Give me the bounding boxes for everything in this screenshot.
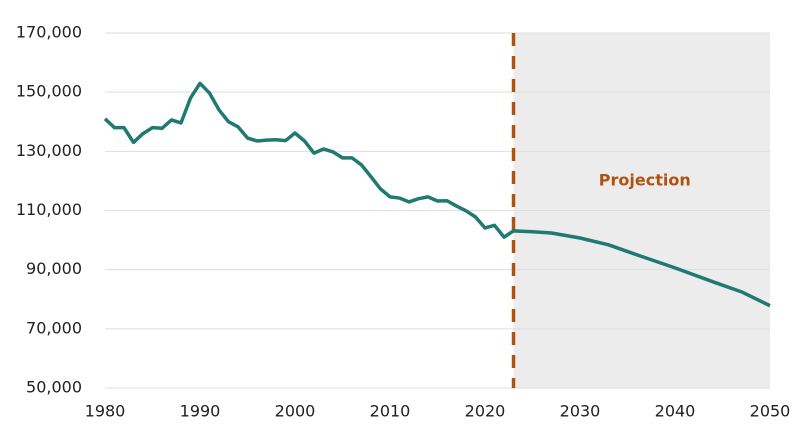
y-tick-label: 110,000	[16, 200, 82, 219]
x-tick-label: 2010	[370, 402, 411, 421]
y-tick-label: 50,000	[26, 378, 82, 397]
x-tick-label: 2050	[750, 402, 791, 421]
x-tick-label: 2000	[275, 402, 316, 421]
x-tick-label: 1990	[180, 402, 221, 421]
x-tick-label: 2040	[655, 402, 696, 421]
projection-label: Projection	[599, 171, 691, 190]
y-tick-label: 170,000	[16, 23, 82, 42]
data-line	[103, 81, 771, 308]
x-tick-label: 1980	[85, 402, 126, 421]
x-tick-label: 2030	[560, 402, 601, 421]
y-tick-label: 90,000	[26, 259, 82, 278]
y-tick-label: 150,000	[16, 82, 82, 101]
y-tick-label: 130,000	[16, 141, 82, 160]
x-tick-label: 2020	[465, 402, 506, 421]
y-tick-label: 70,000	[26, 318, 82, 337]
